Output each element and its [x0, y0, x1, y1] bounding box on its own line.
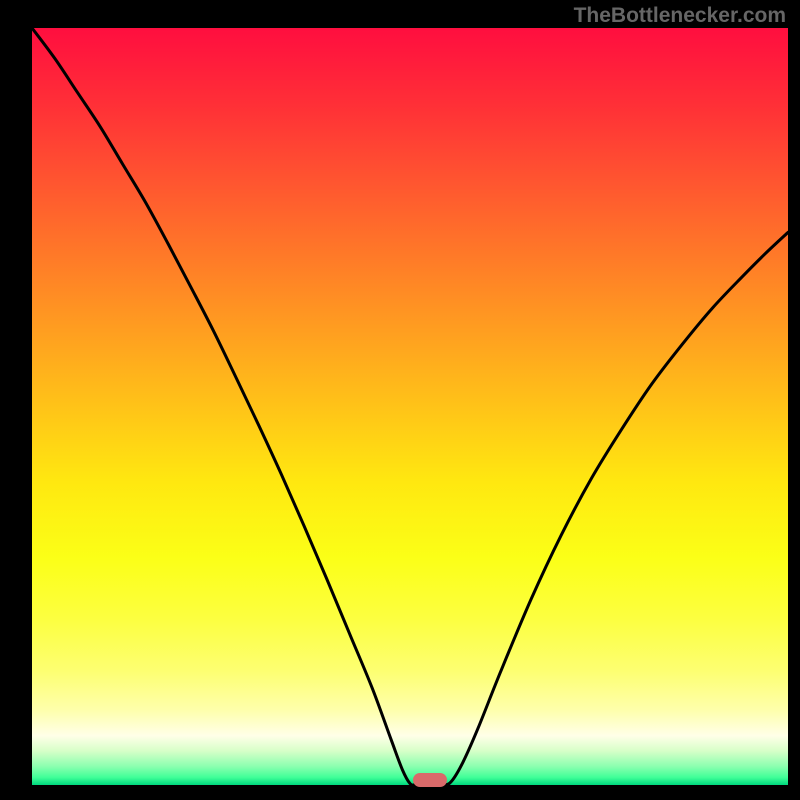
bottleneck-curve	[32, 28, 788, 785]
bottleneck-chart: TheBottlenecker.com	[0, 0, 800, 800]
plot-area	[32, 28, 788, 785]
minimum-marker	[413, 773, 447, 787]
watermark-text: TheBottlenecker.com	[574, 4, 786, 28]
